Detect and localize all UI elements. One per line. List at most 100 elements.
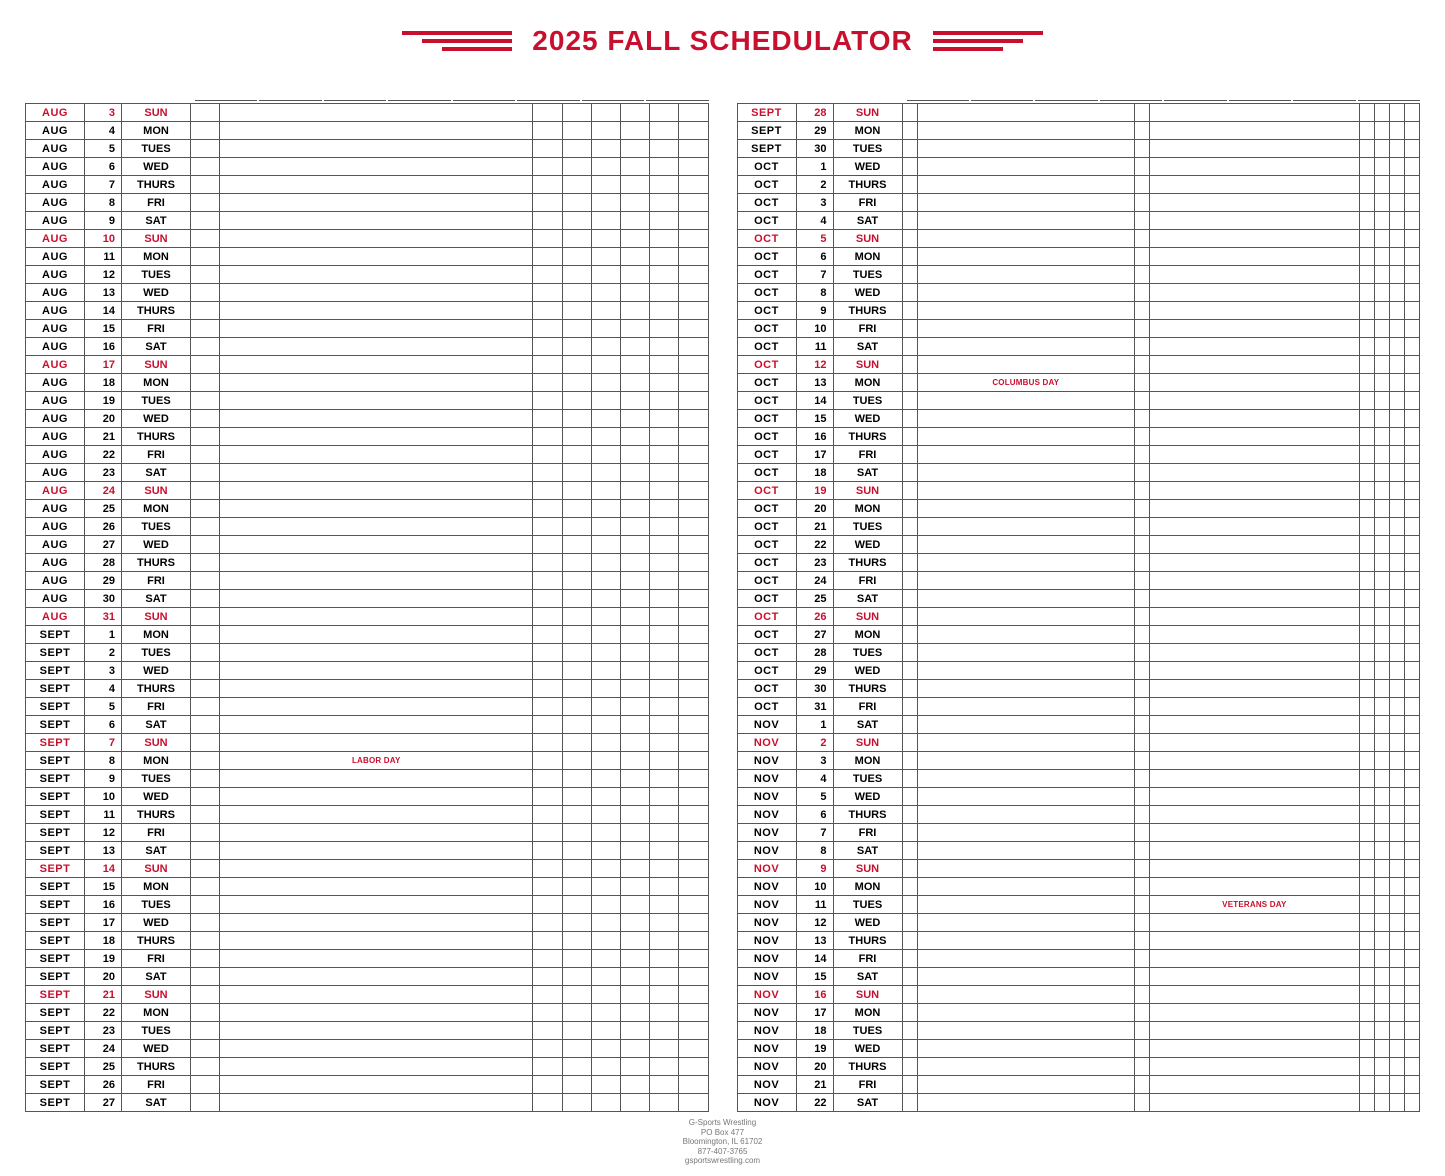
cell-daynum: 12 (797, 355, 834, 373)
cell-slot (1150, 661, 1359, 679)
calendar-row: SEPT17WED (25, 913, 709, 931)
cell-month: NOV (737, 1075, 797, 1093)
cell-slot (563, 733, 592, 751)
cell-slot (563, 319, 592, 337)
cell-slot (1375, 913, 1390, 931)
cell-slot (533, 517, 562, 535)
cell-slot (563, 175, 592, 193)
cell-slot (650, 337, 679, 355)
cell-slot (1405, 805, 1420, 823)
cell-slot (1375, 391, 1390, 409)
cell-slot (191, 355, 220, 373)
cell-dow: TUES (834, 265, 903, 283)
cell-dow: FRI (122, 823, 191, 841)
cell-slot (650, 769, 679, 787)
cell-month: SEPT (25, 715, 85, 733)
cell-month: AUG (25, 607, 85, 625)
cell-month: OCT (737, 157, 797, 175)
cell-dow: SUN (834, 859, 903, 877)
cell-slot (1375, 769, 1390, 787)
cell-slot (1150, 1057, 1359, 1075)
cell-slot (903, 157, 918, 175)
cell-daynum: 20 (85, 967, 122, 985)
cell-daynum: 30 (85, 589, 122, 607)
cell-slot (1405, 751, 1420, 769)
cell-slot (1150, 337, 1359, 355)
cell-dow: SAT (834, 967, 903, 985)
cell-daynum: 29 (797, 661, 834, 679)
cell-slot (1375, 733, 1390, 751)
footer-line: gsportswrestling.com (25, 1156, 1420, 1166)
cell-slot (220, 805, 533, 823)
cell-slot (650, 445, 679, 463)
cell-slot (650, 391, 679, 409)
cell-slot (918, 571, 1135, 589)
cell-month: NOV (737, 841, 797, 859)
cell-daynum: 24 (85, 1039, 122, 1057)
cell-slot (1405, 985, 1420, 1003)
cell-slot (903, 949, 918, 967)
cell-daynum: 17 (85, 355, 122, 373)
cell-slot (1135, 265, 1150, 283)
calendar-row: OCT3FRI (737, 193, 1421, 211)
cell-month: OCT (737, 211, 797, 229)
cell-slot (1375, 787, 1390, 805)
cell-dow: FRI (834, 1075, 903, 1093)
cell-slot (918, 1039, 1135, 1057)
calendar-row: OCT6MON (737, 247, 1421, 265)
cell-slot (1405, 859, 1420, 877)
cell-slot (592, 247, 621, 265)
cell-dow: MON (834, 1003, 903, 1021)
cell-slot (533, 607, 562, 625)
cell-slot (679, 121, 708, 139)
cell-slot (1150, 733, 1359, 751)
cell-slot (621, 787, 650, 805)
cell-slot (1405, 769, 1420, 787)
cell-month: SEPT (25, 1057, 85, 1075)
calendar-row: SEPT1MON (25, 625, 709, 643)
cell-slot (1360, 841, 1375, 859)
cell-slot (563, 463, 592, 481)
cell-slot (1390, 571, 1405, 589)
cell-slot (903, 445, 918, 463)
cell-slot (1375, 211, 1390, 229)
cell-slot (621, 391, 650, 409)
cell-slot (1390, 1075, 1405, 1093)
cell-slot (1150, 211, 1359, 229)
cell-slot (533, 913, 562, 931)
cell-slot (903, 859, 918, 877)
cell-slot (592, 535, 621, 553)
cell-slot (1405, 517, 1420, 535)
cell-slot (1135, 301, 1150, 319)
stripes-right-icon (933, 31, 1043, 51)
cell-slot (650, 103, 679, 121)
cell-slot (918, 409, 1135, 427)
cell-dow: SAT (122, 715, 191, 733)
calendar-row: OCT19SUN (737, 481, 1421, 499)
cell-month: OCT (737, 607, 797, 625)
cell-month: OCT (737, 517, 797, 535)
cell-slot (533, 481, 562, 499)
cell-daynum: 28 (85, 553, 122, 571)
cell-slot (1390, 139, 1405, 157)
cell-dow: MON (834, 121, 903, 139)
cell-month: AUG (25, 571, 85, 589)
cell-slot (918, 967, 1135, 985)
cell-slot (650, 913, 679, 931)
cell-slot (1135, 967, 1150, 985)
cell-slot (1390, 895, 1405, 913)
cell-slot (1135, 463, 1150, 481)
cell-dow: TUES (122, 391, 191, 409)
cell-slot (1405, 301, 1420, 319)
cell-dow: FRI (122, 697, 191, 715)
cell-daynum: 22 (797, 1093, 834, 1112)
cell-slot (1150, 499, 1359, 517)
cell-dow: WED (122, 409, 191, 427)
cell-slot (1135, 877, 1150, 895)
cell-slot (1360, 589, 1375, 607)
cell-daynum: 24 (85, 481, 122, 499)
cell-dow: SUN (834, 355, 903, 373)
cell-daynum: 8 (85, 193, 122, 211)
cell-slot (1405, 1003, 1420, 1021)
cell-month: SEPT (25, 985, 85, 1003)
